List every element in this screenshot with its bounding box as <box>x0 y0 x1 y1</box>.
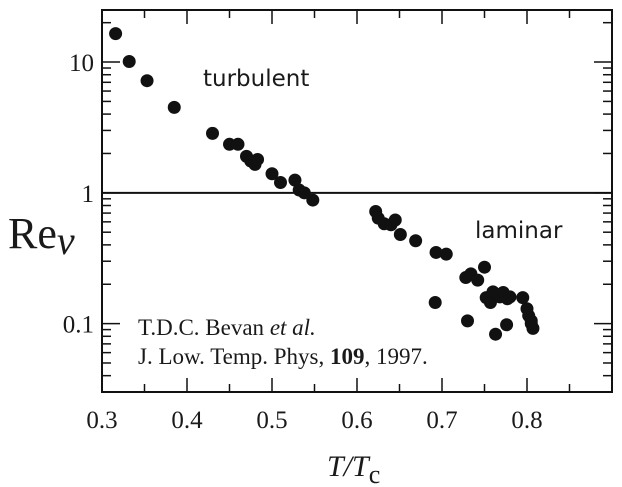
citation-line-2: J. Low. Temp. Phys, 109, 1997. <box>138 344 428 369</box>
y-tick-label: 0.1 <box>63 312 94 339</box>
y-axis-label-main: Re <box>8 209 57 258</box>
citation-volume: 109 <box>330 344 365 369</box>
y-tick-label: 1 <box>82 181 95 208</box>
data-point <box>503 290 517 304</box>
x-axis-label: T/Tc <box>327 450 380 487</box>
data-point <box>388 213 402 227</box>
axis-ticks: 0.3 0.4 0.5 0.6 0.7 0.8 0.1 1 10 <box>63 10 613 434</box>
data-point <box>231 137 245 151</box>
data-point <box>109 27 123 41</box>
x-axis-label-sub: c <box>369 460 381 487</box>
x-tick-label: 0.7 <box>426 407 457 434</box>
data-point <box>489 327 503 341</box>
laminar-label: laminar <box>475 218 563 244</box>
data-point <box>461 314 474 328</box>
data-point <box>478 260 491 274</box>
citation-journal: J. Low. Temp. Phys, <box>138 344 330 369</box>
data-point <box>251 152 265 166</box>
data-point <box>524 314 538 328</box>
data-point <box>306 193 320 207</box>
data-point <box>274 175 287 189</box>
y-axis-label-sub: v <box>57 218 75 263</box>
x-tick-label: 0.3 <box>86 407 117 434</box>
data-point <box>122 54 136 68</box>
x-tick-label: 0.4 <box>171 407 203 434</box>
plot-frame <box>101 9 613 393</box>
data-point <box>500 318 514 332</box>
citation-authors: T.D.C. Bevan <box>138 315 270 340</box>
citation-year: , 1997. <box>365 344 428 369</box>
data-point <box>140 74 154 88</box>
data-point <box>409 234 423 248</box>
data-point <box>471 273 485 287</box>
x-axis-label-main: T/T <box>327 450 371 483</box>
data-point <box>206 126 219 140</box>
data-points <box>109 27 540 341</box>
y-axis-label: Rev <box>8 209 75 263</box>
citation-line-1: T.D.C. Bevan et al. <box>138 315 316 340</box>
data-point <box>265 167 279 181</box>
data-point <box>516 291 530 305</box>
data-point <box>429 245 443 259</box>
data-point <box>393 228 407 242</box>
data-point <box>428 296 442 310</box>
x-tick-label: 0.8 <box>511 407 542 434</box>
y-tick-label: 10 <box>69 50 94 77</box>
citation-et-al: et al. <box>270 315 316 340</box>
x-tick-label: 0.5 <box>256 407 287 434</box>
x-tick-label: 0.6 <box>341 407 372 434</box>
data-point <box>288 173 302 187</box>
data-point <box>167 100 181 114</box>
turbulent-label: turbulent <box>203 66 309 92</box>
data-point <box>439 247 453 261</box>
